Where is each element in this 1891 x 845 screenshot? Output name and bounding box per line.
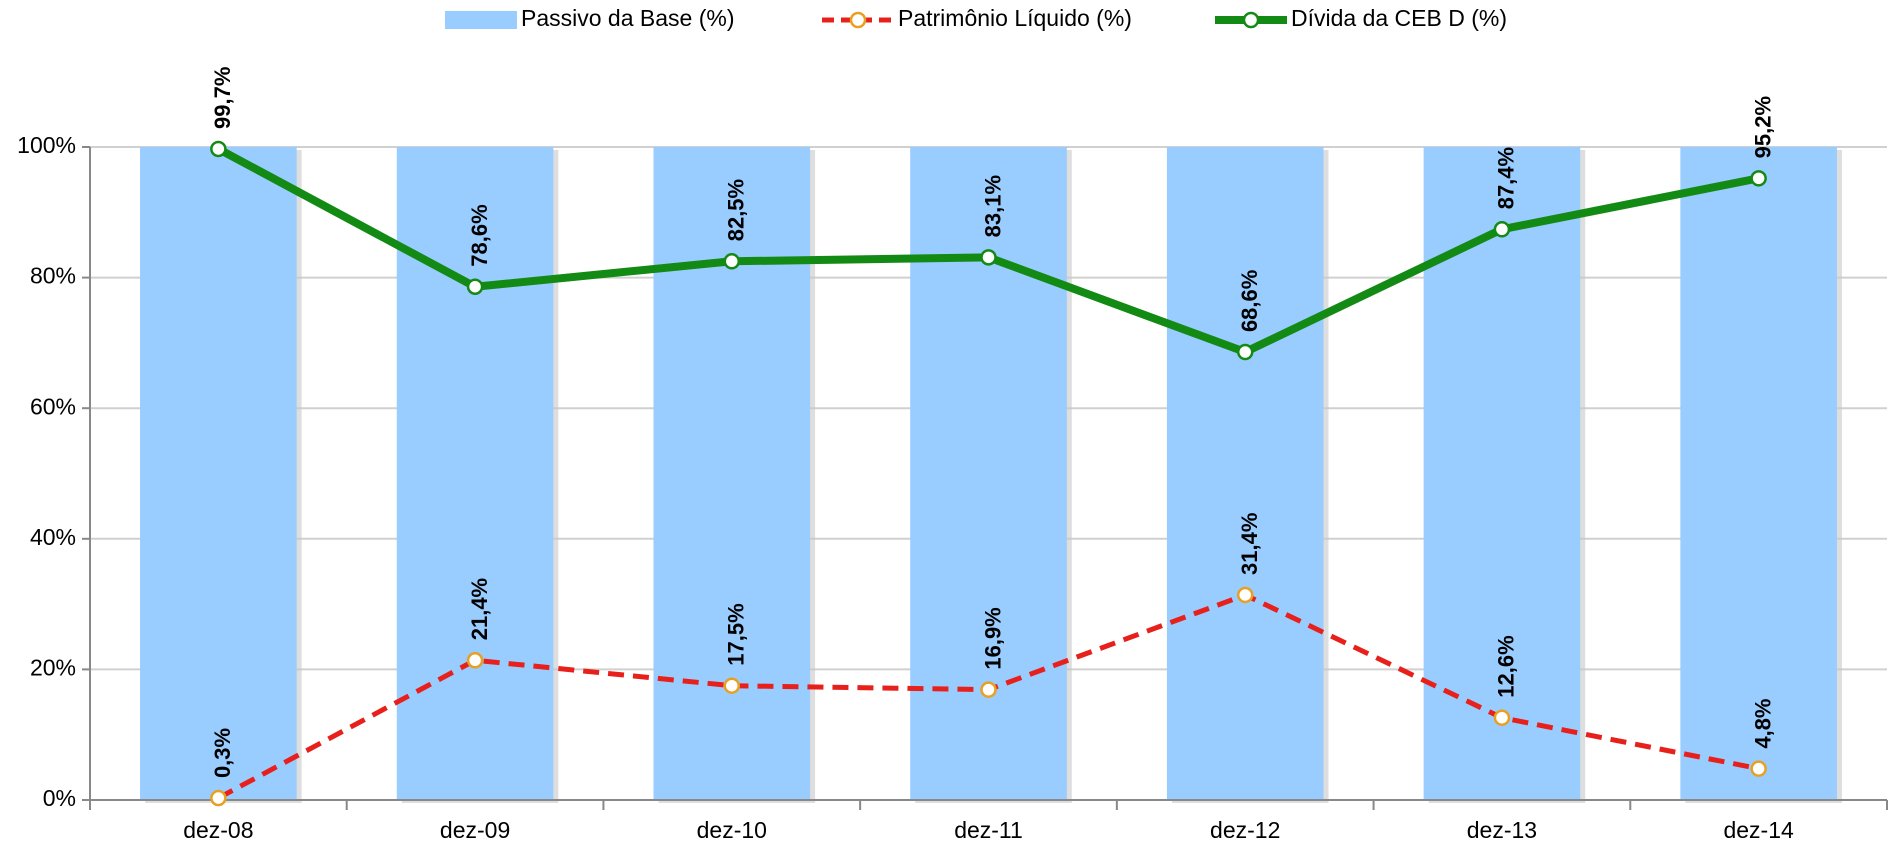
legend-label: Patrimônio Líquido (%) <box>898 5 1132 31</box>
value-label: 78,6% <box>467 204 492 266</box>
marker <box>1750 760 1767 777</box>
legend-swatch <box>445 11 517 29</box>
marker <box>980 681 997 698</box>
value-label: 12,6% <box>1494 635 1519 697</box>
marker <box>723 253 741 270</box>
y-tick-label: 80% <box>30 263 76 289</box>
y-tick-label: 20% <box>30 654 76 680</box>
value-label: 87,4% <box>1494 147 1519 209</box>
value-label: 21,4% <box>467 578 492 640</box>
bar <box>653 147 811 800</box>
marker <box>1493 221 1511 238</box>
value-label: 4,8% <box>1750 698 1775 748</box>
marker <box>210 789 227 807</box>
value-label: 99,7% <box>210 67 235 129</box>
marker <box>723 677 741 694</box>
x-tick-label: dez-13 <box>1467 817 1537 843</box>
legend-marker <box>1242 11 1260 29</box>
marker <box>1750 170 1767 187</box>
y-tick-label: 0% <box>43 785 76 811</box>
legend-label: Passivo da Base (%) <box>521 5 734 31</box>
value-label: 16,9% <box>980 607 1005 669</box>
value-label: 31,4% <box>1237 513 1262 575</box>
x-tick-label: dez-10 <box>697 817 767 843</box>
x-tick-label: dez-14 <box>1723 817 1794 843</box>
x-tick-label: dez-09 <box>440 817 510 843</box>
marker <box>210 140 227 158</box>
x-tick-label: dez-11 <box>954 817 1023 843</box>
bar <box>910 147 1067 800</box>
value-label: 17,5% <box>724 603 749 665</box>
y-tick-label: 40% <box>30 524 76 550</box>
x-tick-label: dez-08 <box>183 817 253 843</box>
marker <box>1493 709 1511 726</box>
legend-marker <box>849 11 867 29</box>
value-label: 95,2% <box>1750 96 1775 158</box>
bar <box>1423 147 1581 800</box>
marker <box>1236 586 1254 604</box>
y-tick-label: 60% <box>30 393 76 419</box>
legend-label: Dívida da CEB D (%) <box>1291 5 1507 31</box>
bar <box>1680 147 1837 800</box>
value-label: 68,6% <box>1237 270 1262 332</box>
value-label: 0,3% <box>210 728 235 778</box>
marker <box>1236 343 1254 361</box>
bar <box>140 147 297 800</box>
value-label: 83,1% <box>980 175 1005 237</box>
marker <box>466 278 484 295</box>
y-tick-label: 100% <box>17 132 76 158</box>
bar <box>1166 147 1324 800</box>
value-label: 82,5% <box>724 179 749 241</box>
marker <box>980 249 997 266</box>
marker <box>466 652 484 669</box>
x-tick-label: dez-12 <box>1210 817 1280 843</box>
